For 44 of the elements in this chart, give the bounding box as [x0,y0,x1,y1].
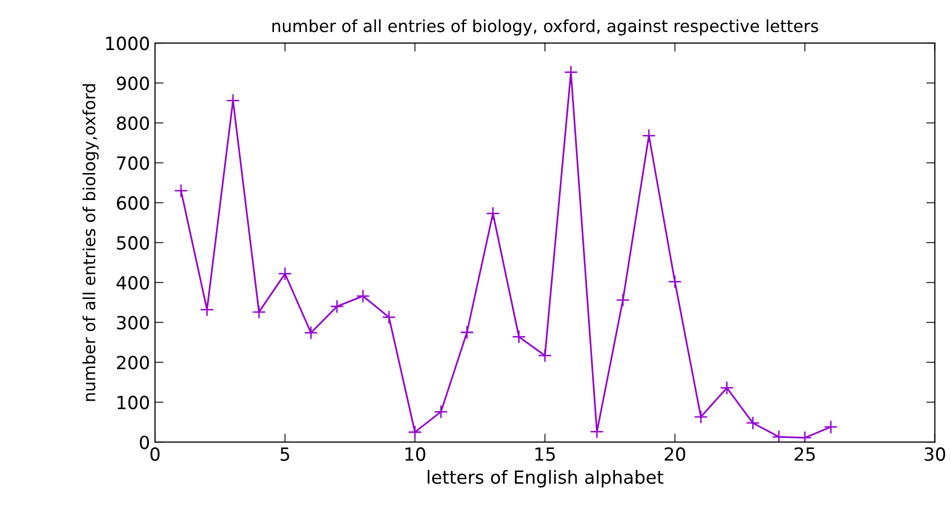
y-tick-label: 300 [117,316,149,330]
point [460,325,474,340]
y-axis-title: number of all entries of biology,oxford [82,84,99,401]
x-tick-label: 15 [535,448,555,461]
y-tick-label: 500 [117,236,149,250]
x-axis-title: letters of English alphabet [428,470,664,488]
y-tick-label: 900 [116,76,149,90]
point [668,274,682,289]
y-tick-label: 100 [118,396,149,410]
point [382,310,396,324]
y-tick-label: 200 [117,356,149,370]
y-tick-label: 600 [116,196,149,210]
point [824,420,838,434]
point [486,206,500,220]
point [642,128,656,143]
chart-title: number of all entries of biology, oxford, against respective letters [272,19,818,36]
point [408,425,422,440]
point [538,348,552,362]
point [616,293,630,307]
y-tick-label: 800 [116,116,149,130]
point [720,380,734,395]
x-tick-label: 10 [405,447,426,461]
x-tick-label: 25 [794,447,815,461]
x-tick-label: 5 [280,448,290,461]
point [798,430,812,442]
x-tick-label: 20 [664,447,686,461]
y-tick-label: 700 [117,156,149,170]
x-tick-label: 30 [924,447,946,461]
point [694,410,708,424]
point [252,305,266,319]
point [304,326,318,340]
point [330,299,344,314]
point [174,184,188,198]
point [512,330,526,344]
point [356,289,370,304]
y-tick-label: 0 [140,436,149,450]
point [200,302,214,317]
point [278,266,292,281]
y-tick-label: 400 [116,276,149,290]
point [434,404,448,419]
y-tick-label: 1000 [106,36,149,50]
point [746,416,760,430]
point [772,430,786,442]
x-tick-label: 0 [150,447,160,461]
